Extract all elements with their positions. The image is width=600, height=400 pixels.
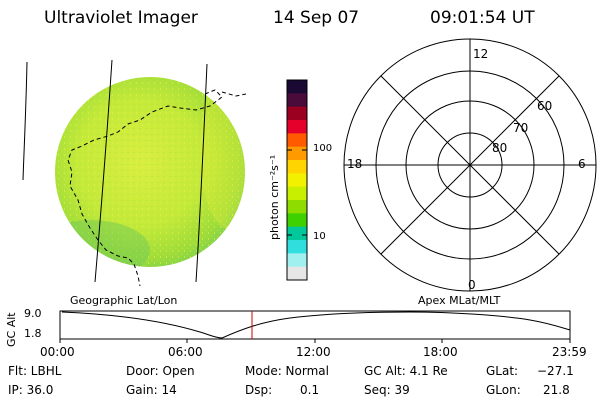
colorbar-cell — [287, 106, 307, 121]
colorbar-cell — [287, 173, 307, 188]
colorbar-cell — [287, 80, 307, 94]
glat-value: −27.1 — [537, 364, 574, 378]
observation-date: 14 Sep 07 — [273, 8, 360, 28]
colorbar-cell — [287, 146, 307, 161]
mode-readout: Mode: Normal — [245, 364, 329, 378]
altitude-ylabel: GC Alt — [5, 312, 18, 347]
mlat-label-60: 60 — [537, 99, 552, 113]
mlt-label-6: 6 — [578, 157, 586, 171]
gcalt-readout: GC Alt: 4.1 Re — [364, 364, 448, 378]
ip-readout: IP: 36.0 — [8, 383, 54, 397]
colorbar-cell — [287, 186, 307, 201]
colorbar-frame — [286, 79, 308, 281]
left-panel-caption: Geographic Lat/Lon — [70, 294, 178, 307]
seq-readout: Seq: 39 — [364, 383, 410, 397]
glon-value: 21.8 — [543, 383, 570, 397]
colorbar-unit-label: photon cm⁻²s⁻¹ — [268, 155, 281, 240]
colorbar-cell — [287, 266, 307, 281]
dsp-value: 0.1 — [300, 383, 320, 397]
altitude-curve — [61, 311, 571, 339]
colorbar: 100 10 photon cm⁻²s⁻¹ — [268, 79, 332, 281]
dsp-label: Dsp: — [245, 383, 273, 397]
coastline-outline — [67, 89, 247, 287]
altitude-xtick-0000: 00:00 — [40, 345, 75, 359]
mlt-label-12: 12 — [473, 47, 488, 61]
right-panel-caption: Apex MLat/MLT — [418, 294, 501, 307]
door-readout: Door: Open — [126, 364, 195, 378]
altitude-xtick-1200: 12:00 — [296, 345, 331, 359]
colorbar-cell — [287, 120, 307, 134]
colorbar-cell — [287, 253, 307, 268]
observation-time: 09:01:54 UT — [430, 8, 535, 28]
colorbar-cell — [287, 200, 307, 214]
glat-label: GLat: — [486, 364, 519, 378]
altitude-plot — [59, 310, 571, 343]
mlt-label-0: 0 — [468, 278, 476, 292]
altitude-xtick-0600: 06:00 — [168, 345, 203, 359]
altitude-ytick-top: 9.0 — [24, 307, 42, 320]
colorbar-cells — [287, 80, 307, 281]
colorbar-label-100: 100 — [313, 143, 332, 154]
altitude-ytick-bottom: 1.8 — [24, 327, 42, 340]
colorbar-cell — [287, 133, 307, 148]
instrument-title: Ultraviolet Imager — [44, 8, 198, 28]
polar-grid — [343, 38, 597, 292]
colorbar-cell — [287, 160, 307, 174]
colorbar-cell — [287, 93, 307, 108]
mlat-label-70: 70 — [513, 121, 528, 135]
colorbar-cell — [287, 213, 307, 228]
colorbar-cell — [287, 240, 307, 254]
mlat-label-80: 80 — [492, 141, 507, 155]
gain-readout: Gain: 14 — [126, 383, 177, 397]
mlt-label-18: 18 — [347, 157, 362, 171]
filter-readout: Flt: LBHL — [8, 364, 62, 378]
altitude-xtick-1800: 18:00 — [423, 345, 458, 359]
altitude-xtick-2359: 23:59 — [552, 345, 587, 359]
meridian-lines — [22, 59, 208, 283]
glon-label: GLon: — [486, 383, 521, 397]
uv-image-disk — [55, 77, 245, 267]
polar-diagonal-2 — [380, 75, 560, 255]
colorbar-label-10: 10 — [313, 231, 326, 242]
colorbar-cell — [287, 226, 307, 241]
